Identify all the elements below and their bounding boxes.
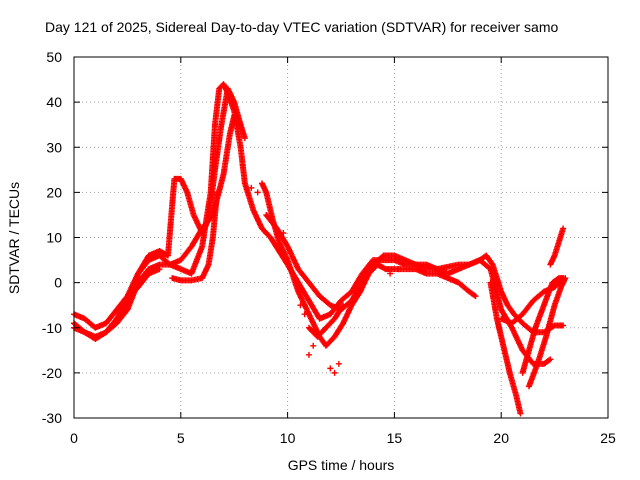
x-tick-label: 5	[177, 430, 185, 446]
data-points	[71, 81, 569, 417]
x-tick-labels: 0 5 10 15 20 25	[70, 430, 616, 446]
data-point	[547, 356, 554, 363]
data-point	[237, 121, 244, 128]
data-point	[331, 369, 338, 376]
series-track-4	[169, 189, 221, 284]
x-tick-label: 10	[280, 430, 296, 446]
x-tick-label: 25	[600, 430, 616, 446]
y-axis-label: SDTVAR / TECUs	[6, 182, 22, 294]
series-scatter-outliers	[239, 162, 402, 376]
data-point	[560, 275, 567, 282]
series-track-2	[71, 112, 248, 340]
data-point	[472, 293, 479, 300]
y-tick-label: 40	[46, 94, 62, 110]
series-track-3	[71, 85, 244, 343]
data-point	[340, 302, 347, 309]
y-tick-label: 30	[46, 139, 62, 155]
x-tick-label: 20	[493, 430, 509, 446]
series-track-6	[263, 211, 567, 336]
data-point	[471, 292, 478, 299]
grid	[74, 57, 608, 418]
data-point	[395, 266, 402, 273]
data-point	[387, 270, 394, 277]
data-point	[560, 322, 567, 329]
y-tick-label: -30	[42, 410, 62, 426]
data-point	[301, 311, 308, 318]
chart-title: Day 121 of 2025, Sidereal Day-to-day VTE…	[45, 19, 558, 35]
data-point	[156, 266, 163, 273]
y-tick-label: 10	[46, 230, 62, 246]
data-point	[241, 135, 248, 142]
data-point	[339, 303, 346, 310]
data-point	[327, 365, 334, 372]
series-track-12	[126, 266, 163, 300]
series-track-7	[487, 279, 524, 417]
y-tick-label: -20	[42, 365, 62, 381]
data-point	[248, 184, 255, 191]
data-point	[239, 162, 246, 169]
series-track-9	[525, 275, 569, 390]
data-point	[554, 276, 561, 283]
data-point	[312, 329, 319, 336]
series-track-11	[547, 225, 567, 268]
x-tick-label: 15	[387, 430, 403, 446]
series-track-10	[519, 275, 567, 376]
x-axis-label: GPS time / hours	[288, 457, 395, 473]
y-tick-label: 50	[46, 49, 62, 65]
data-point	[335, 360, 342, 367]
ticks	[73, 56, 609, 419]
data-point	[263, 229, 270, 236]
data-point	[254, 189, 261, 196]
y-tick-label: 0	[54, 275, 62, 291]
data-point	[310, 342, 317, 349]
data-point	[214, 189, 221, 196]
y-tick-label: 20	[46, 184, 62, 200]
data-point	[546, 357, 553, 364]
series-track-5	[258, 180, 479, 349]
data-point	[560, 225, 567, 232]
data-point	[379, 253, 386, 260]
data-point	[297, 302, 304, 309]
data-point	[280, 229, 287, 236]
x-tick-label: 0	[70, 430, 78, 446]
y-tick-labels: -30 -20 -10 0 10 20 30 40 50	[42, 49, 62, 426]
data-point	[517, 410, 524, 417]
series-track-13	[305, 302, 347, 340]
y-tick-label: -10	[42, 320, 62, 336]
data-point	[305, 351, 312, 358]
